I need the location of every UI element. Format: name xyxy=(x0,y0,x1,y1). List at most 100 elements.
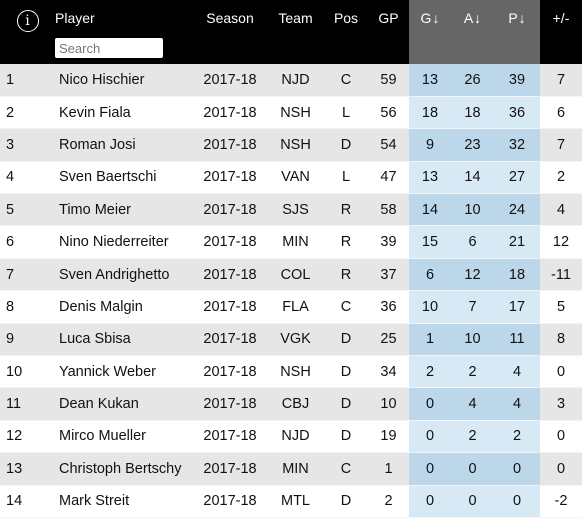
rank-cell: 10 xyxy=(0,355,55,389)
games-played-cell: 58 xyxy=(368,193,409,227)
team-cell: NJD xyxy=(267,420,324,454)
games-played-cell: 56 xyxy=(368,96,409,130)
team-cell: VAN xyxy=(267,161,324,195)
team-cell: SJS xyxy=(267,193,324,227)
rank-cell: 8 xyxy=(0,290,55,324)
games-played-cell: 47 xyxy=(368,161,409,195)
table-header-row: i Player Season Team Pos GP G↓ A↓ P↓ +/- xyxy=(0,0,582,64)
plus-minus-cell: 12 xyxy=(540,225,582,259)
pos-column-header[interactable]: Pos xyxy=(333,10,359,26)
plus-minus-cell: 6 xyxy=(540,96,582,130)
player-name-cell: Yannick Weber xyxy=(55,355,193,389)
goals-column-header[interactable]: G↓ xyxy=(409,0,451,64)
points-header-label: P xyxy=(508,10,518,26)
assists-cell: 12 xyxy=(451,258,494,292)
position-cell: D xyxy=(324,323,368,357)
team-cell: MIN xyxy=(267,225,324,259)
search-input[interactable] xyxy=(55,38,163,58)
assists-cell: 7 xyxy=(451,290,494,324)
points-cell: 39 xyxy=(494,64,540,97)
team-column-header[interactable]: Team xyxy=(278,10,313,26)
player-name-cell: Nino Niederreiter xyxy=(55,225,193,259)
goals-cell: 13 xyxy=(409,161,451,195)
points-cell: 17 xyxy=(494,290,540,324)
assists-cell: 18 xyxy=(451,96,494,130)
table-row[interactable]: 12 Mirco Mueller 2017-18 NJD D 19 0 2 2 0 xyxy=(0,420,582,454)
position-cell: D xyxy=(324,128,368,162)
games-played-cell: 10 xyxy=(368,387,409,421)
plus-minus-column-header[interactable]: +/- xyxy=(552,10,570,26)
games-played-cell: 54 xyxy=(368,128,409,162)
points-cell: 27 xyxy=(494,161,540,195)
position-cell: R xyxy=(324,225,368,259)
goals-cell: 6 xyxy=(409,258,451,292)
table-row[interactable]: 14 Mark Streit 2017-18 MTL D 2 0 0 0 -2 xyxy=(0,485,582,518)
position-cell: C xyxy=(324,290,368,324)
assists-cell: 23 xyxy=(451,128,494,162)
season-cell: 2017-18 xyxy=(193,64,267,97)
rank-cell: 5 xyxy=(0,193,55,227)
season-cell: 2017-18 xyxy=(193,485,267,518)
rank-cell: 9 xyxy=(0,323,55,357)
sort-arrow-icon: ↓ xyxy=(432,10,440,26)
position-cell: L xyxy=(324,161,368,195)
table-row[interactable]: 4 Sven Baertschi 2017-18 VAN L 47 13 14 27 2 xyxy=(0,161,582,195)
team-cell: NSH xyxy=(267,96,324,130)
plus-minus-cell: -2 xyxy=(540,485,582,518)
rank-cell: 11 xyxy=(0,387,55,421)
goals-header-label: G xyxy=(420,10,432,26)
games-played-cell: 59 xyxy=(368,64,409,97)
games-played-cell: 39 xyxy=(368,225,409,259)
team-cell: NSH xyxy=(267,355,324,389)
assists-cell: 4 xyxy=(451,387,494,421)
gp-column-header[interactable]: GP xyxy=(378,10,399,26)
table-row[interactable]: 7 Sven Andrighetto 2017-18 COL R 37 6 12 18 -11 xyxy=(0,258,582,292)
player-name-cell: Nico Hischier xyxy=(55,64,193,97)
team-cell: FLA xyxy=(267,290,324,324)
position-cell: L xyxy=(324,96,368,130)
table-row[interactable]: 5 Timo Meier 2017-18 SJS R 58 14 10 24 4 xyxy=(0,193,582,227)
team-cell: NJD xyxy=(267,64,324,97)
points-cell: 11 xyxy=(494,323,540,357)
plus-minus-cell: 0 xyxy=(540,420,582,454)
sort-arrow-icon: ↓ xyxy=(474,10,482,26)
assists-cell: 0 xyxy=(451,485,494,518)
rank-cell: 2 xyxy=(0,96,55,130)
table-row[interactable]: 11 Dean Kukan 2017-18 CBJ D 10 0 4 4 3 xyxy=(0,387,582,421)
points-cell: 21 xyxy=(494,225,540,259)
info-icon[interactable]: i xyxy=(16,10,39,32)
table-row[interactable]: 13 Christoph Bertschy 2017-18 MIN C 1 0 0 0 0 xyxy=(0,452,582,486)
rank-cell: 13 xyxy=(0,452,55,486)
table-row[interactable]: 6 Nino Niederreiter 2017-18 MIN R 39 15 6 21 12 xyxy=(0,225,582,259)
games-played-cell: 2 xyxy=(368,485,409,518)
rank-cell: 14 xyxy=(0,485,55,518)
player-name-cell: Mark Streit xyxy=(55,485,193,518)
season-column-header[interactable]: Season xyxy=(206,10,254,26)
goals-cell: 10 xyxy=(409,290,451,324)
position-cell: C xyxy=(324,64,368,97)
assists-column-header[interactable]: A↓ xyxy=(451,0,494,64)
player-column-header[interactable]: Player xyxy=(55,0,193,64)
season-cell: 2017-18 xyxy=(193,290,267,324)
rank-cell: 1 xyxy=(0,64,55,97)
goals-cell: 9 xyxy=(409,128,451,162)
points-column-header[interactable]: P↓ xyxy=(494,0,540,64)
plus-minus-cell: 2 xyxy=(540,161,582,195)
assists-cell: 6 xyxy=(451,225,494,259)
assists-header-label: A xyxy=(463,10,474,26)
assists-cell: 10 xyxy=(451,323,494,357)
position-cell: D xyxy=(324,387,368,421)
table-row[interactable]: 8 Denis Malgin 2017-18 FLA C 36 10 7 17 5 xyxy=(0,290,582,324)
table-row[interactable]: 3 Roman Josi 2017-18 NSH D 54 9 23 32 7 xyxy=(0,128,582,162)
team-cell: MIN xyxy=(267,452,324,486)
table-row[interactable]: 9 Luca Sbisa 2017-18 VGK D 25 1 10 11 8 xyxy=(0,323,582,357)
player-name-cell: Sven Andrighetto xyxy=(55,258,193,292)
table-row[interactable]: 10 Yannick Weber 2017-18 NSH D 34 2 2 4 0 xyxy=(0,355,582,389)
position-cell: D xyxy=(324,485,368,518)
rank-cell: 7 xyxy=(0,258,55,292)
player-name-cell: Mirco Mueller xyxy=(55,420,193,454)
table-row[interactable]: 1 Nico Hischier 2017-18 NJD C 59 13 26 39 7 xyxy=(0,64,582,97)
table-row[interactable]: 2 Kevin Fiala 2017-18 NSH L 56 18 18 36 6 xyxy=(0,96,582,130)
team-cell: VGK xyxy=(267,323,324,357)
points-cell: 18 xyxy=(494,258,540,292)
